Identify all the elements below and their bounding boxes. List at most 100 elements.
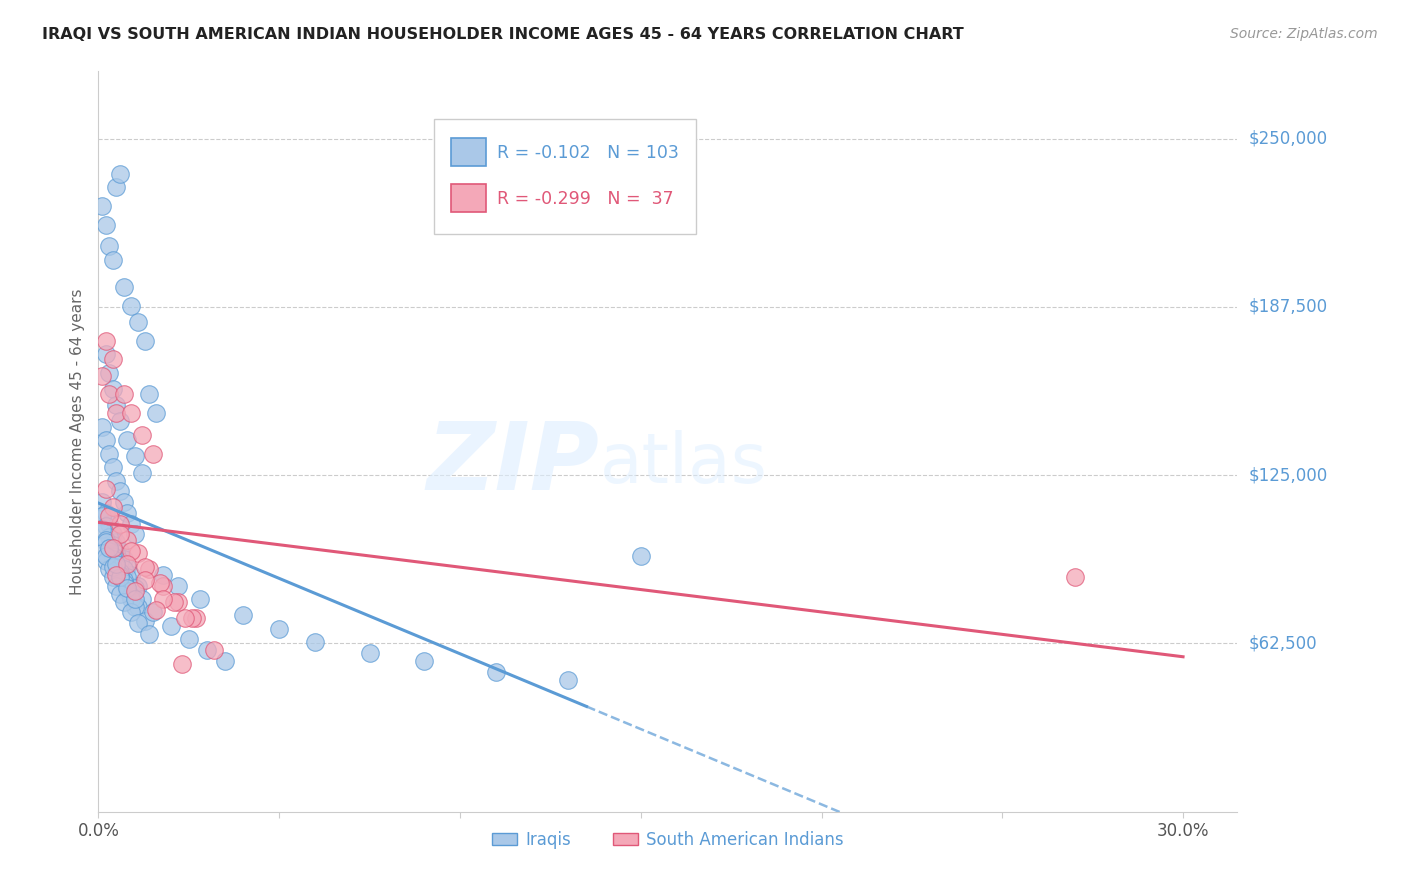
Point — [159, 619, 181, 633]
Point — [108, 587, 131, 601]
Point — [117, 584, 139, 599]
Point — [195, 643, 218, 657]
Point — [124, 581, 146, 595]
Point — [202, 643, 225, 657]
FancyBboxPatch shape — [451, 184, 485, 212]
Point — [91, 495, 114, 509]
Point — [120, 606, 142, 620]
Point — [163, 595, 186, 609]
Point — [108, 484, 131, 499]
Point — [120, 516, 142, 531]
Point — [131, 427, 153, 442]
Point — [91, 508, 114, 523]
Point — [105, 557, 128, 571]
Point — [105, 567, 128, 582]
Point — [101, 500, 124, 515]
Legend: Iraqis, South American Indians: Iraqis, South American Indians — [485, 824, 851, 855]
Point — [94, 533, 117, 547]
Point — [91, 419, 114, 434]
Text: Source: ZipAtlas.com: Source: ZipAtlas.com — [1230, 27, 1378, 41]
FancyBboxPatch shape — [451, 138, 485, 166]
Point — [232, 608, 254, 623]
Text: $250,000: $250,000 — [1249, 129, 1327, 148]
Point — [101, 538, 124, 552]
Point — [105, 398, 128, 412]
Point — [94, 433, 117, 447]
Point — [134, 559, 156, 574]
Point — [108, 565, 131, 579]
Point — [105, 546, 128, 560]
Point — [101, 460, 124, 475]
Point — [108, 543, 131, 558]
Text: IRAQI VS SOUTH AMERICAN INDIAN HOUSEHOLDER INCOME AGES 45 - 64 YEARS CORRELATION: IRAQI VS SOUTH AMERICAN INDIAN HOUSEHOLD… — [42, 27, 965, 42]
Text: R = -0.299   N =  37: R = -0.299 N = 37 — [498, 190, 673, 208]
Point — [101, 559, 124, 574]
Point — [98, 543, 121, 558]
Point — [181, 611, 204, 625]
Point — [101, 541, 124, 555]
Point — [105, 559, 128, 574]
Point — [98, 516, 121, 531]
Text: ZIP: ZIP — [426, 417, 599, 509]
Point — [120, 543, 142, 558]
Point — [91, 199, 114, 213]
Point — [98, 447, 121, 461]
Point — [127, 600, 149, 615]
Point — [112, 495, 135, 509]
Point — [94, 334, 117, 348]
Point — [98, 541, 121, 555]
Point — [152, 578, 174, 592]
Point — [124, 450, 146, 464]
Point — [124, 592, 146, 607]
Point — [105, 578, 128, 592]
Point — [127, 578, 149, 592]
Point — [149, 575, 172, 590]
Point — [167, 578, 190, 592]
Point — [94, 554, 117, 568]
Point — [94, 506, 117, 520]
Point — [117, 557, 139, 571]
Point — [94, 535, 117, 549]
Point — [108, 414, 131, 428]
Point — [167, 595, 190, 609]
Point — [152, 592, 174, 607]
Point — [91, 368, 114, 383]
Point — [112, 562, 135, 576]
Point — [124, 527, 146, 541]
Point — [101, 527, 124, 541]
Point — [131, 592, 153, 607]
Text: atlas: atlas — [599, 430, 768, 497]
Point — [117, 506, 139, 520]
Point — [138, 562, 160, 576]
Text: $125,000: $125,000 — [1249, 467, 1327, 484]
Point — [174, 611, 197, 625]
Point — [98, 387, 121, 401]
Y-axis label: Householder Income Ages 45 - 64 years: Householder Income Ages 45 - 64 years — [69, 288, 84, 595]
Point — [117, 559, 139, 574]
FancyBboxPatch shape — [434, 120, 696, 235]
Point — [124, 600, 146, 615]
Point — [304, 635, 326, 649]
Point — [412, 654, 434, 668]
Point — [105, 180, 128, 194]
Point — [120, 406, 142, 420]
Point — [112, 595, 135, 609]
Point — [101, 352, 124, 367]
Point — [117, 581, 139, 595]
Point — [184, 611, 207, 625]
Point — [112, 279, 135, 293]
Text: R = -0.102   N = 103: R = -0.102 N = 103 — [498, 144, 679, 161]
Point — [120, 567, 142, 582]
Point — [101, 551, 124, 566]
Point — [134, 334, 156, 348]
Point — [117, 433, 139, 447]
Point — [98, 508, 121, 523]
Point — [112, 573, 135, 587]
Point — [131, 466, 153, 480]
Point — [108, 570, 131, 584]
Point — [557, 673, 579, 687]
Point — [188, 592, 211, 607]
Point — [101, 252, 124, 267]
Point — [112, 575, 135, 590]
Point — [152, 567, 174, 582]
